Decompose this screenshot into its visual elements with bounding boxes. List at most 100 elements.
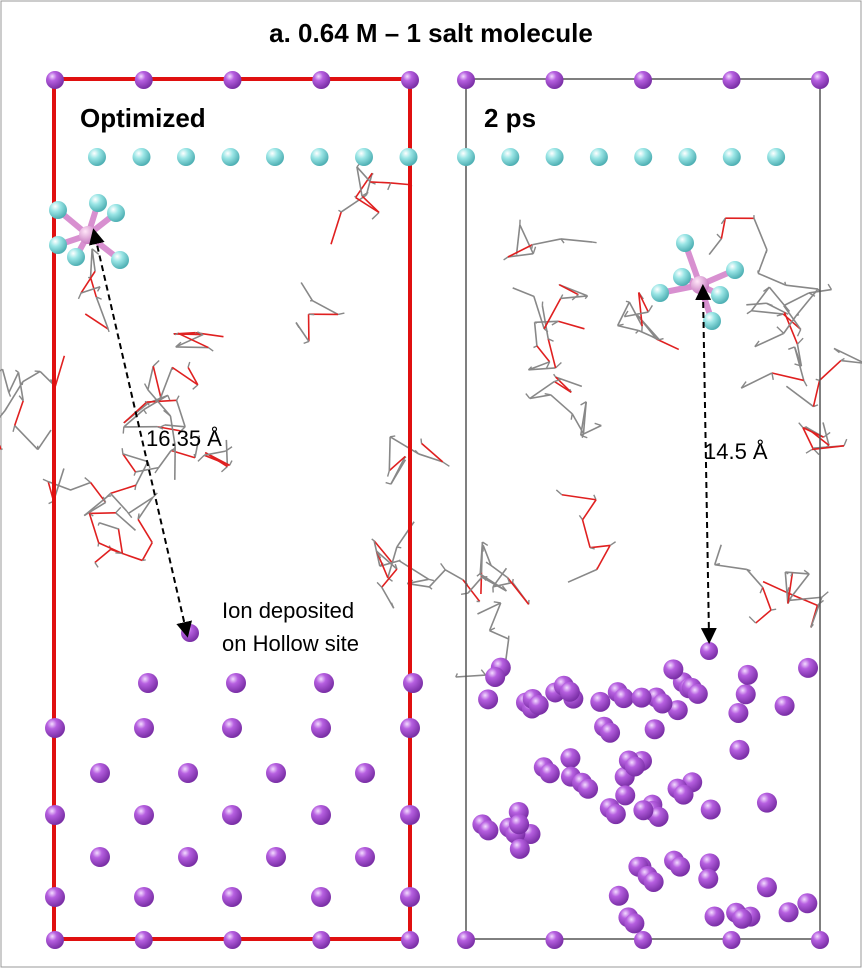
- bond: [115, 553, 122, 554]
- bond: [116, 513, 136, 531]
- bond: [532, 239, 561, 245]
- bond: [388, 471, 390, 477]
- panel-label: Optimized: [80, 103, 206, 133]
- bond: [657, 339, 679, 349]
- atom: [676, 234, 694, 252]
- atom: [767, 148, 785, 166]
- atom: [509, 814, 529, 834]
- atom: [49, 201, 67, 219]
- bond: [338, 210, 341, 212]
- bond: [142, 560, 145, 561]
- bond: [3, 369, 9, 392]
- bond: [138, 513, 139, 519]
- bond: [391, 183, 411, 185]
- bond: [828, 284, 831, 289]
- atom: [400, 148, 418, 166]
- atom: [178, 763, 198, 783]
- atom: [723, 71, 741, 89]
- bond: [362, 196, 379, 213]
- atom: [540, 763, 560, 783]
- atom: [546, 931, 564, 949]
- atom: [700, 642, 718, 660]
- bond: [89, 513, 115, 514]
- bond: [556, 490, 561, 495]
- atom: [501, 148, 519, 166]
- atom: [89, 194, 107, 212]
- atom: [312, 931, 330, 949]
- atom: [224, 71, 242, 89]
- atoms: [45, 71, 829, 949]
- bond: [15, 370, 18, 372]
- bond: [583, 500, 596, 520]
- atom: [663, 659, 683, 679]
- atom: [691, 276, 709, 294]
- bond: [481, 670, 485, 675]
- atom: [711, 286, 729, 304]
- bond: [797, 338, 803, 344]
- bond: [338, 313, 344, 314]
- bond: [188, 362, 190, 367]
- atom: [546, 148, 564, 166]
- bond: [429, 570, 445, 587]
- bond: [95, 562, 98, 567]
- bond: [751, 287, 769, 311]
- bond: [98, 523, 99, 526]
- bond: [715, 545, 722, 565]
- bond: [118, 529, 122, 553]
- bond: [23, 371, 40, 381]
- atom: [45, 718, 65, 738]
- bond: [147, 400, 177, 402]
- bond: [491, 566, 507, 578]
- atom: [314, 673, 334, 693]
- bond: [172, 367, 198, 384]
- atom: [644, 872, 664, 892]
- bond: [193, 385, 198, 389]
- bond: [535, 321, 559, 322]
- bond: [148, 366, 153, 390]
- atom: [403, 673, 423, 693]
- atom: [90, 763, 110, 783]
- bond: [91, 278, 97, 297]
- bond: [168, 395, 170, 400]
- bond: [766, 303, 784, 312]
- atom: [634, 71, 652, 89]
- bond: [391, 456, 405, 484]
- atom: [90, 847, 110, 867]
- atom: [400, 887, 420, 907]
- atom: [590, 692, 610, 712]
- atom: [652, 694, 672, 714]
- bond: [177, 396, 179, 401]
- bond: [301, 283, 312, 301]
- atom: [355, 148, 373, 166]
- bond: [176, 335, 203, 347]
- atom: [88, 148, 106, 166]
- bond: [71, 483, 91, 490]
- bond: [508, 578, 529, 605]
- bond: [108, 329, 109, 332]
- bond: [85, 478, 91, 483]
- atom: [457, 148, 475, 166]
- bond: [55, 356, 64, 387]
- bond: [372, 539, 374, 541]
- bond: [136, 462, 148, 486]
- bond: [123, 427, 124, 434]
- bond: [785, 572, 809, 574]
- atom: [457, 931, 475, 949]
- bond: [590, 545, 610, 547]
- atom: [311, 887, 331, 907]
- bond: [9, 372, 19, 392]
- bond: [747, 311, 752, 314]
- bond: [138, 519, 152, 542]
- bond: [749, 617, 755, 624]
- bond: [110, 485, 135, 493]
- atom: [45, 805, 65, 825]
- bond: [816, 379, 820, 380]
- bond: [389, 437, 390, 471]
- atom: [811, 71, 829, 89]
- atom: [726, 261, 744, 279]
- bond: [99, 523, 118, 529]
- bond: [597, 545, 610, 569]
- bond: [372, 212, 379, 219]
- atom: [311, 805, 331, 825]
- annotation: Ion deposited: [222, 598, 354, 623]
